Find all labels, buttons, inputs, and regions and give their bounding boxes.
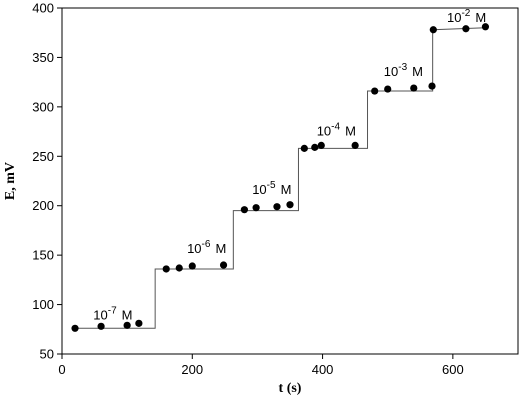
y-tick-label: 50 bbox=[40, 347, 54, 362]
annotation-unit: M bbox=[412, 64, 423, 79]
point bbox=[371, 87, 379, 95]
point bbox=[252, 204, 260, 212]
point bbox=[300, 144, 308, 152]
point bbox=[429, 26, 437, 34]
annotation-base: 10 bbox=[252, 182, 266, 197]
point bbox=[311, 143, 319, 151]
point bbox=[97, 322, 105, 330]
point bbox=[71, 324, 79, 332]
annotation-base: 10 bbox=[317, 124, 331, 139]
annotation-base: 10 bbox=[93, 307, 107, 322]
point bbox=[175, 264, 183, 272]
point bbox=[410, 84, 418, 92]
annotation-base: 10 bbox=[447, 10, 461, 25]
point bbox=[135, 319, 143, 327]
point bbox=[384, 85, 392, 93]
annotation-base: 10 bbox=[384, 64, 398, 79]
annotation-exponent: -3 bbox=[398, 62, 407, 73]
annotation-exponent: -6 bbox=[202, 239, 211, 250]
point bbox=[188, 262, 196, 270]
annotation: 10-6 M bbox=[187, 239, 226, 256]
point bbox=[286, 201, 294, 209]
x-tick-label: 600 bbox=[442, 362, 464, 377]
y-tick-label: 400 bbox=[32, 1, 54, 16]
annotation-unit: M bbox=[281, 182, 292, 197]
annotation: 10-7 M bbox=[93, 305, 132, 322]
y-tick-label: 150 bbox=[32, 248, 54, 263]
y-tick-label: 250 bbox=[32, 149, 54, 164]
step-line bbox=[73, 27, 486, 329]
annotation-base: 10 bbox=[187, 241, 201, 256]
annotation-unit: M bbox=[475, 10, 486, 25]
annotation: 10-5 M bbox=[252, 180, 291, 197]
y-tick-label: 100 bbox=[32, 297, 54, 312]
y-tick-label: 200 bbox=[32, 198, 54, 213]
annotation: 10-2 M bbox=[447, 8, 486, 25]
annotation-unit: M bbox=[345, 124, 356, 139]
x-tick-label: 0 bbox=[58, 362, 65, 377]
x-tick-label: 200 bbox=[181, 362, 203, 377]
point bbox=[219, 261, 228, 269]
x-axis-label: t (s) bbox=[279, 381, 302, 396]
point bbox=[240, 206, 248, 214]
annotation-exponent: -5 bbox=[267, 180, 276, 191]
point bbox=[351, 141, 359, 150]
x-tick-label: 400 bbox=[312, 362, 334, 377]
annotation-unit: M bbox=[122, 307, 133, 322]
y-tick-label: 300 bbox=[32, 99, 54, 114]
y-axis-label: E, mV bbox=[3, 162, 18, 200]
plot-frame bbox=[61, 7, 519, 355]
annotation: 10-4 M bbox=[317, 122, 356, 139]
annotation-exponent: -4 bbox=[331, 122, 340, 133]
point bbox=[428, 82, 436, 90]
point bbox=[123, 321, 131, 329]
y-tick-label: 350 bbox=[32, 50, 54, 65]
annotation: 10-3 M bbox=[384, 62, 423, 79]
point bbox=[317, 141, 325, 150]
annotation-unit: M bbox=[215, 241, 226, 256]
annotation-exponent: -7 bbox=[108, 305, 117, 316]
point bbox=[162, 265, 170, 273]
point bbox=[462, 25, 470, 33]
point bbox=[273, 203, 281, 211]
annotation-exponent: -2 bbox=[461, 8, 470, 19]
point bbox=[481, 23, 490, 31]
